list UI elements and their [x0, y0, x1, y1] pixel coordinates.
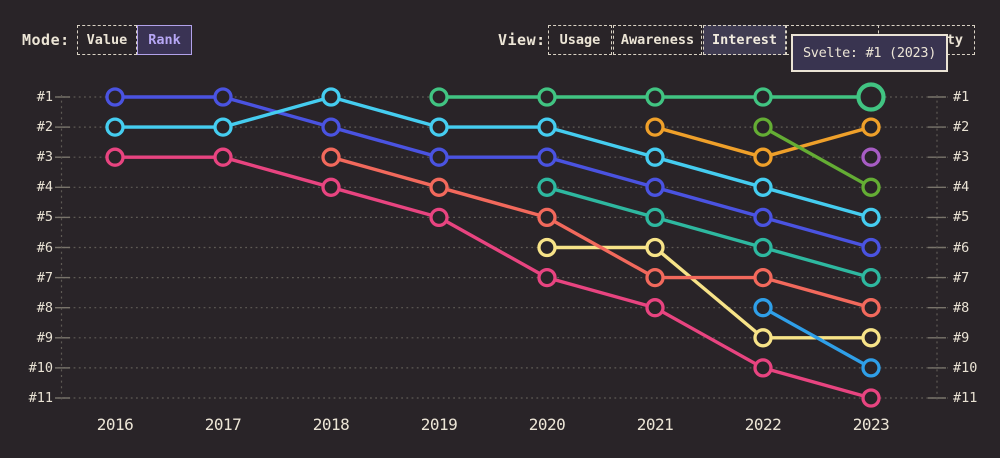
data-point-svelte-2021[interactable] — [645, 87, 665, 107]
view-label: View: — [498, 31, 546, 49]
data-point-cyan-2023[interactable] — [861, 207, 881, 228]
rank-label-right: #9 — [953, 329, 970, 346]
year-label: 2018 — [312, 415, 350, 434]
mode-option-rank[interactable]: Rank — [137, 25, 192, 55]
year-label: 2019 — [420, 415, 458, 434]
data-point-teal-2021[interactable] — [645, 207, 665, 228]
tooltip-text: Svelte: #1 (2023) — [802, 45, 937, 61]
data-point-orange-2021[interactable] — [645, 117, 665, 137]
series-line-dodger-blue — [761, 306, 873, 370]
highlighted-data-point-svelte[interactable] — [856, 82, 886, 112]
data-point-yellow-2020[interactable] — [537, 237, 557, 258]
data-point-teal-2020[interactable] — [537, 177, 557, 197]
data-point-cyan-2020[interactable] — [537, 117, 557, 137]
series-line-cyan — [113, 95, 873, 220]
rank-label-left: #2 — [36, 119, 53, 136]
rank-label-right: #10 — [953, 359, 978, 376]
data-point-yellow-2022[interactable] — [753, 328, 773, 348]
data-point-pink-2022[interactable] — [753, 358, 773, 378]
rank-label-right: #1 — [953, 89, 970, 105]
rank-label-left: #3 — [36, 149, 53, 166]
rank-label-right: #2 — [953, 119, 970, 136]
rank-label-right: #3 — [953, 149, 970, 166]
data-point-teal-2023[interactable] — [861, 267, 881, 288]
series-line-salmon — [329, 155, 873, 310]
year-label: 2016 — [96, 415, 134, 434]
data-point-cyan-2021[interactable] — [645, 147, 665, 167]
data-point-cyan-2016[interactable] — [105, 117, 125, 137]
data-point-cyan-2018[interactable] — [321, 87, 341, 107]
data-point-blue-2020[interactable] — [537, 147, 557, 167]
data-point-salmon-2023[interactable] — [861, 298, 881, 318]
data-point-blue-2016[interactable] — [105, 87, 125, 107]
data-point-blue-2023[interactable] — [861, 237, 881, 258]
data-point-teal-2022[interactable] — [753, 237, 773, 258]
data-point-salmon-2021[interactable] — [645, 267, 665, 288]
data-point-cyan-2017[interactable] — [213, 117, 233, 137]
rank-label-left: #11 — [28, 390, 53, 406]
view-option-awareness[interactable]: Awareness — [613, 25, 702, 55]
view-option-usage[interactable]: Usage — [548, 25, 612, 55]
mode-label: Mode: — [22, 31, 70, 49]
data-point-orange-2023[interactable] — [861, 117, 881, 137]
series-line-pink — [113, 155, 873, 400]
data-point-svelte-2019[interactable] — [429, 87, 449, 107]
year-label: 2022 — [744, 415, 782, 434]
rank-label-left: #6 — [36, 239, 53, 256]
data-point-pink-2020[interactable] — [537, 267, 557, 288]
data-point-blue-2018[interactable] — [321, 117, 341, 137]
data-point-salmon-2022[interactable] — [753, 267, 773, 288]
rank-label-right: #11 — [953, 390, 978, 406]
data-point-olive-green-2023[interactable] — [861, 177, 881, 197]
data-point-dodger-blue-2022[interactable] — [753, 298, 773, 318]
series-line-olive-green — [761, 125, 873, 190]
year-label: 2017 — [204, 415, 242, 434]
data-point-purple-2023[interactable] — [861, 147, 881, 167]
rank-label-left: #5 — [36, 209, 53, 226]
data-point-pink-2021[interactable] — [645, 298, 665, 318]
mode-option-value[interactable]: Value — [77, 25, 137, 55]
year-label: 2020 — [528, 415, 566, 434]
data-point-blue-2021[interactable] — [645, 177, 665, 197]
data-point-blue-2022[interactable] — [753, 207, 773, 228]
data-point-pink-2023[interactable] — [861, 388, 881, 408]
data-point-cyan-2022[interactable] — [753, 177, 773, 197]
data-point-salmon-2018[interactable] — [321, 147, 341, 167]
rank-label-right: #4 — [953, 179, 970, 196]
rank-label-left: #10 — [28, 359, 53, 376]
data-point-olive-green-2022[interactable] — [753, 117, 773, 137]
series-line-teal — [545, 185, 873, 280]
year-label: 2021 — [636, 415, 674, 434]
data-point-orange-2022[interactable] — [753, 147, 773, 167]
data-point-yellow-2021[interactable] — [645, 237, 665, 258]
data-point-pink-2017[interactable] — [213, 147, 233, 167]
view-option-partial-label: ty — [946, 32, 963, 48]
rank-label-left: #8 — [36, 299, 53, 316]
rank-label-right: #8 — [953, 299, 970, 316]
data-point-dodger-blue-2023[interactable] — [861, 358, 881, 378]
data-point-svelte-2020[interactable] — [537, 87, 557, 107]
data-point-yellow-2023[interactable] — [861, 328, 881, 348]
year-label: 2023 — [852, 415, 890, 434]
rank-label-right: #5 — [953, 209, 970, 226]
view-option-interest[interactable]: Interest — [703, 25, 786, 55]
rank-label-right: #6 — [953, 239, 970, 256]
data-point-pink-2016[interactable] — [105, 147, 125, 167]
rank-label-left: #1 — [36, 89, 53, 105]
data-point-svelte-2022[interactable] — [753, 87, 773, 107]
rank-label-left: #7 — [36, 269, 53, 286]
data-point-blue-2019[interactable] — [429, 147, 449, 167]
data-point-pink-2019[interactable] — [429, 207, 449, 228]
rank-label-right: #7 — [953, 269, 970, 286]
chart-tooltip: Svelte: #1 (2023) — [791, 34, 948, 72]
data-point-pink-2018[interactable] — [321, 177, 341, 197]
rank-label-left: #4 — [36, 179, 53, 196]
data-point-blue-2017[interactable] — [213, 87, 233, 107]
series-line-blue — [113, 95, 873, 250]
data-point-salmon-2019[interactable] — [429, 177, 449, 197]
data-point-salmon-2020[interactable] — [537, 207, 557, 228]
data-point-cyan-2019[interactable] — [429, 117, 449, 137]
rank-label-left: #9 — [36, 329, 53, 346]
